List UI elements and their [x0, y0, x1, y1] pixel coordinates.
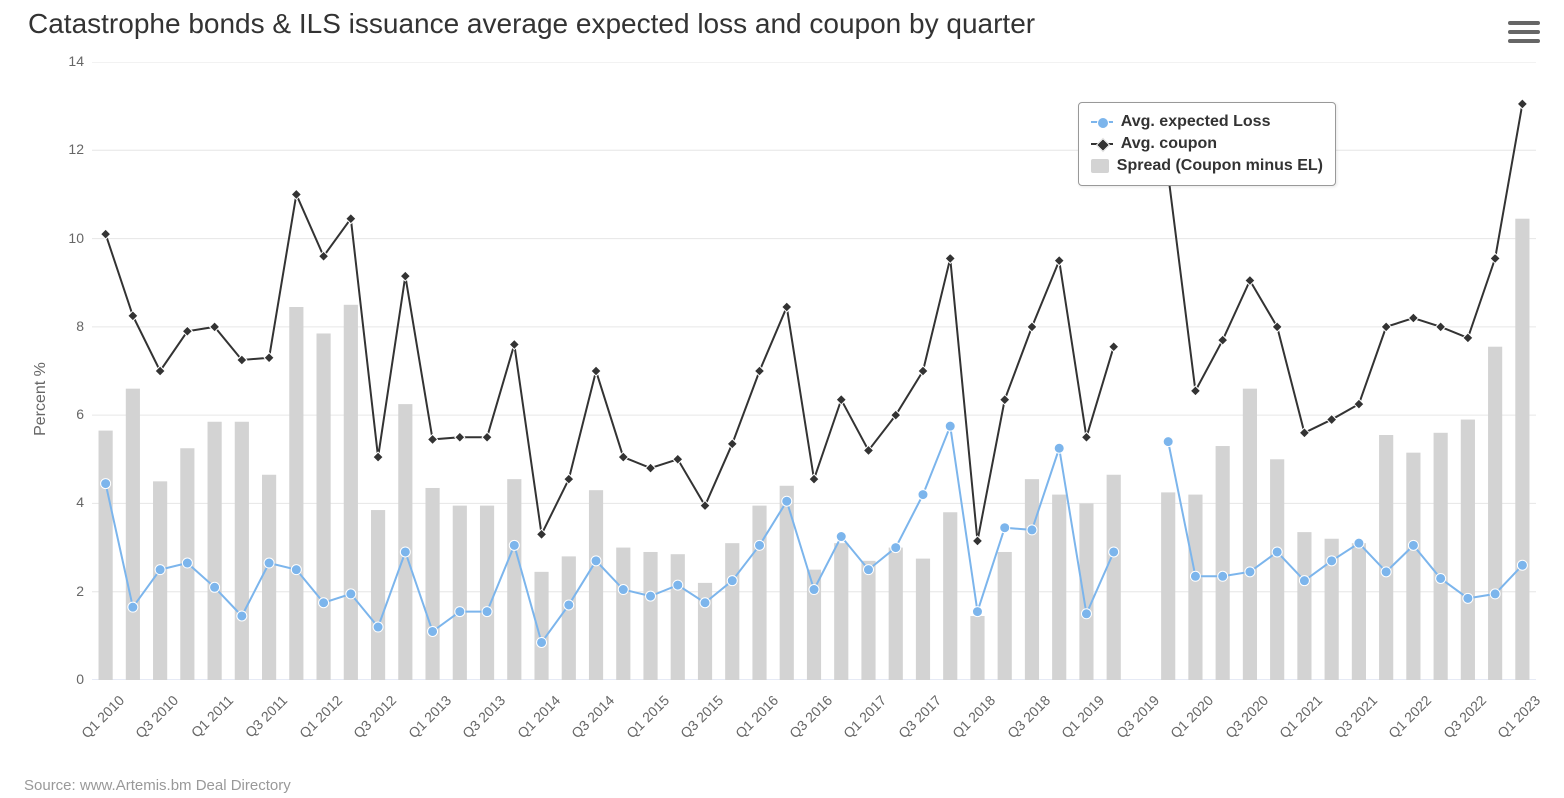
legend-swatch-el [1091, 115, 1113, 129]
x-tick-label: Q3 2020 [1210, 692, 1271, 753]
x-tick-label: Q1 2023 [1483, 692, 1544, 753]
y-tick-label: 0 [44, 671, 84, 687]
chart-container: Catastrophe bonds & ILS issuance average… [0, 0, 1564, 798]
x-tick-label: Q1 2010 [66, 692, 127, 753]
legend-item-spread[interactable]: Spread (Coupon minus EL) [1091, 155, 1323, 177]
legend-label-spread: Spread (Coupon minus EL) [1117, 157, 1323, 175]
x-tick-label: Q1 2019 [1047, 692, 1108, 753]
y-tick-label: 14 [44, 53, 84, 69]
x-tick-label: Q3 2016 [775, 692, 836, 753]
x-tick-label: Q1 2017 [829, 692, 890, 753]
legend-swatch-coupon [1091, 137, 1113, 151]
y-tick-label: 6 [44, 406, 84, 422]
x-tick-label: Q3 2021 [1319, 692, 1380, 753]
legend-box: Avg. expected Loss Avg. coupon Spread (C… [1078, 102, 1336, 186]
legend-item-el[interactable]: Avg. expected Loss [1091, 111, 1323, 133]
x-tick-label: Q3 2014 [557, 692, 618, 753]
x-tick-label: Q1 2012 [284, 692, 345, 753]
x-tick-label: Q1 2018 [938, 692, 999, 753]
legend-item-coupon[interactable]: Avg. coupon [1091, 133, 1323, 155]
hamburger-menu-icon[interactable] [1508, 16, 1540, 44]
x-tick-label: Q3 2013 [448, 692, 509, 753]
legend-label-el: Avg. expected Loss [1121, 113, 1271, 131]
x-tick-label: Q3 2018 [992, 692, 1053, 753]
x-tick-label: Q1 2022 [1374, 692, 1435, 753]
x-tick-label: Q1 2015 [611, 692, 672, 753]
x-tick-label: Q3 2022 [1428, 692, 1489, 753]
x-tick-label: Q3 2017 [883, 692, 944, 753]
x-tick-label: Q1 2011 [175, 692, 236, 753]
y-tick-label: 4 [44, 494, 84, 510]
x-tick-label: Q1 2021 [1265, 692, 1326, 753]
x-tick-label: Q3 2015 [666, 692, 727, 753]
legend-label-coupon: Avg. coupon [1121, 135, 1217, 153]
x-tick-label: Q3 2019 [1101, 692, 1162, 753]
x-tick-label: Q1 2014 [502, 692, 563, 753]
x-tick-label: Q3 2012 [339, 692, 400, 753]
x-tick-label: Q3 2010 [121, 692, 182, 753]
source-caption: Source: www.Artemis.bm Deal Directory [24, 777, 291, 794]
x-tick-label: Q3 2011 [230, 692, 291, 753]
y-axis-label: Percent % [32, 362, 50, 436]
x-tick-label: Q1 2013 [393, 692, 454, 753]
y-tick-label: 2 [44, 583, 84, 599]
y-tick-label: 10 [44, 230, 84, 246]
y-tick-label: 8 [44, 318, 84, 334]
chart-title: Catastrophe bonds & ILS issuance average… [28, 8, 1035, 40]
x-tick-label: Q1 2020 [1156, 692, 1217, 753]
y-tick-label: 12 [44, 141, 84, 157]
x-tick-label: Q1 2016 [720, 692, 781, 753]
legend-swatch-spread [1091, 159, 1109, 173]
